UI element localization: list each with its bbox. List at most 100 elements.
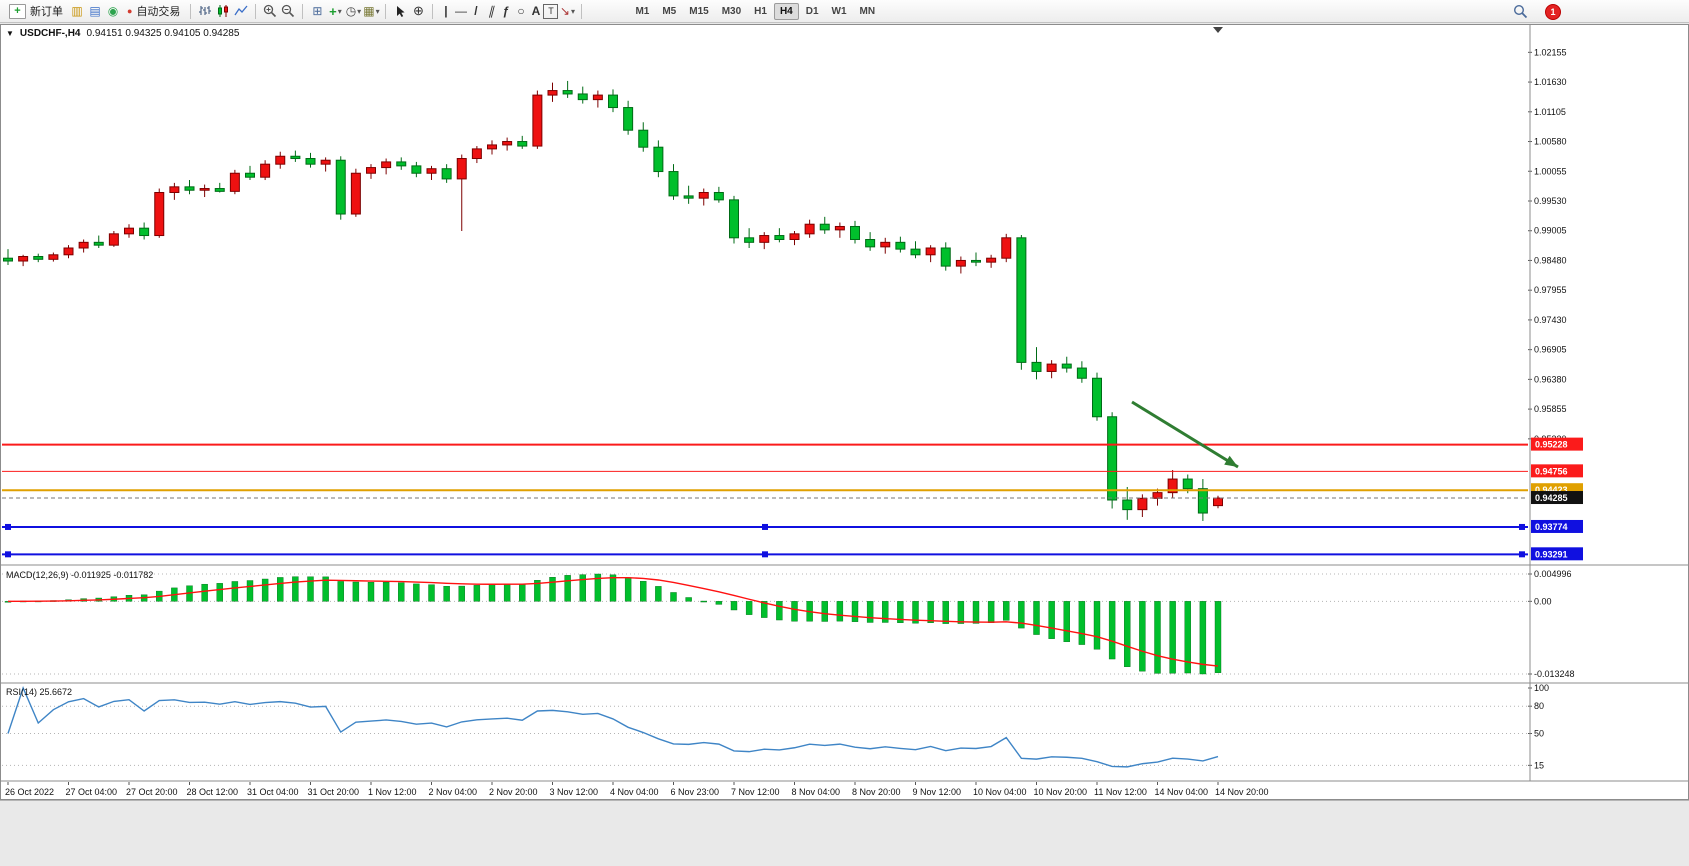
svg-text:0.96380: 0.96380 xyxy=(1534,374,1567,384)
svg-text:50: 50 xyxy=(1534,729,1544,739)
svg-text:0.99530: 0.99530 xyxy=(1534,196,1567,206)
timeframe-button-M5[interactable]: M5 xyxy=(662,5,677,17)
timeframe-button-W1[interactable]: W1 xyxy=(831,5,847,17)
price-chart-canvas[interactable]: 1.02155 1.01630 1.01105 1.00580 1.00055 0.995… xyxy=(0,24,1689,800)
vertical-line-tool-icon[interactable]: | xyxy=(444,4,448,18)
svg-text:7 Nov 12:00: 7 Nov 12:00 xyxy=(731,787,780,797)
svg-text:0.99005: 0.99005 xyxy=(1534,226,1567,236)
svg-text:0.94756: 0.94756 xyxy=(1535,466,1568,476)
candlestick-chart-icon[interactable] xyxy=(214,3,232,20)
svg-text:1.00055: 1.00055 xyxy=(1534,166,1567,176)
trend-arrow[interactable] xyxy=(1131,400,1239,469)
zoom-in-icon[interactable] xyxy=(261,3,279,20)
svg-text:6 Nov 23:00: 6 Nov 23:00 xyxy=(671,787,720,797)
fibonacci-tool-icon[interactable]: ƒ xyxy=(502,4,510,18)
svg-text:0.95228: 0.95228 xyxy=(1535,440,1568,450)
toolbar-separator xyxy=(432,3,434,19)
timeframe-button-H4[interactable]: H4 xyxy=(773,2,799,20)
timeframe-button-H1[interactable]: H1 xyxy=(754,5,767,17)
autotrading-button[interactable]: ● 自动交易 xyxy=(122,2,185,21)
text-label-tool-icon[interactable]: T xyxy=(543,3,559,19)
price-tag xyxy=(1531,547,1583,561)
notification-badge[interactable]: 1 xyxy=(1545,3,1561,20)
chevron-down-icon: ▾ xyxy=(337,6,342,16)
timeframe-button-D1[interactable]: D1 xyxy=(805,5,819,17)
search-icon[interactable] xyxy=(1511,3,1529,20)
svg-text:1.02155: 1.02155 xyxy=(1534,47,1567,57)
templates-dropdown-icon[interactable]: ▦ ▾ xyxy=(362,3,380,20)
trendline-tool-icon[interactable]: / xyxy=(474,4,478,18)
svg-text:0.93291: 0.93291 xyxy=(1535,549,1568,559)
svg-text:-0.013248: -0.013248 xyxy=(1534,669,1575,679)
svg-text:0.98480: 0.98480 xyxy=(1534,255,1567,265)
horizontal-lines-layer[interactable]: 0.95228 0.94756 0.94423 0.93774 0.93291 xyxy=(2,437,1583,561)
svg-text:1 Nov 12:00: 1 Nov 12:00 xyxy=(368,787,417,797)
plus-icon: + xyxy=(329,3,337,19)
svg-text:80: 80 xyxy=(1534,701,1544,711)
svg-text:27 Oct 04:00: 27 Oct 04:00 xyxy=(66,787,118,797)
line-handle xyxy=(1519,551,1525,558)
svg-text:27 Oct 20:00: 27 Oct 20:00 xyxy=(126,787,178,797)
svg-text:0.93774: 0.93774 xyxy=(1535,522,1568,532)
line-chart-icon[interactable] xyxy=(232,3,250,20)
price-tag xyxy=(1531,519,1583,533)
timeframe-button-M30[interactable]: M30 xyxy=(721,5,742,17)
new-chart-icon[interactable]: ▥ xyxy=(71,4,83,18)
toolbar-right-group: 1 xyxy=(1511,0,1561,23)
profiles-icon[interactable]: ▤ xyxy=(89,4,101,18)
svg-text:4 Nov 04:00: 4 Nov 04:00 xyxy=(610,787,659,797)
svg-text:0.95855: 0.95855 xyxy=(1534,404,1567,414)
svg-text:0.00: 0.00 xyxy=(1534,596,1552,606)
cursor-icon[interactable] xyxy=(391,3,409,20)
new-order-label: 新订单 xyxy=(30,6,63,18)
svg-text:3 Nov 12:00: 3 Nov 12:00 xyxy=(550,787,599,797)
svg-text:0.97955: 0.97955 xyxy=(1534,285,1567,295)
toolbar-separator xyxy=(255,3,257,19)
main-toolbar: + 新订单 ▥ ▤ ◉ ● 自动交易 ⊞ + ▾ ◷ ▾ ▦ ▾ ⊕ | — / ∥ … xyxy=(0,0,1689,23)
shift-marker-icon xyxy=(1213,27,1223,33)
arrows-tool-icon[interactable]: ↘ ▾ xyxy=(558,3,576,20)
svg-text:14 Nov 20:00: 14 Nov 20:00 xyxy=(1215,787,1269,797)
timeframe-button-M15[interactable]: M15 xyxy=(689,5,709,17)
zoom-out-icon[interactable] xyxy=(279,3,297,20)
crosshair-icon[interactable]: ⊕ xyxy=(412,3,424,18)
workspace-background xyxy=(0,800,1689,866)
svg-text:1.01105: 1.01105 xyxy=(1534,107,1566,117)
timeframe-button-M1[interactable]: M1 xyxy=(635,5,650,17)
template-icon: ▦ xyxy=(363,4,375,18)
macd-panel: 0.004996 0.00 -0.013248 xyxy=(2,569,1575,679)
svg-text:0.94285: 0.94285 xyxy=(1535,493,1568,503)
svg-text:0.96905: 0.96905 xyxy=(1534,345,1567,355)
autotrading-label: 自动交易 xyxy=(136,6,181,18)
current-price-line: 0.94285 xyxy=(2,491,1583,505)
chevron-down-icon: ▾ xyxy=(570,6,575,16)
text-tool-icon[interactable]: A xyxy=(531,4,541,18)
line-handle xyxy=(5,523,11,530)
line-handle xyxy=(762,551,768,558)
svg-text:14 Nov 04:00: 14 Nov 04:00 xyxy=(1155,787,1209,797)
svg-text:8 Nov 20:00: 8 Nov 20:00 xyxy=(852,787,901,797)
channel-tool-icon[interactable]: ∥ xyxy=(487,4,494,18)
periods-dropdown-icon[interactable]: ◷ ▾ xyxy=(344,3,362,20)
timeframe-button-MN[interactable]: MN xyxy=(859,5,876,17)
chevron-down-icon: ▾ xyxy=(375,6,380,16)
svg-text:0.94423: 0.94423 xyxy=(1535,485,1568,495)
add-indicator-icon[interactable]: + ▾ xyxy=(326,3,344,20)
svg-text:9 Nov 12:00: 9 Nov 12:00 xyxy=(913,787,962,797)
svg-text:1.01630: 1.01630 xyxy=(1534,77,1567,87)
price-tag xyxy=(1531,437,1583,451)
ellipse-tool-icon[interactable]: ○ xyxy=(517,4,525,18)
autotrading-status-icon: ● xyxy=(127,6,133,16)
tile-windows-icon[interactable]: ⊞ xyxy=(312,4,323,18)
svg-text:1.00580: 1.00580 xyxy=(1534,137,1567,147)
bars-chart-icon[interactable] xyxy=(196,3,214,20)
horizontal-line-tool-icon[interactable]: — xyxy=(454,4,467,18)
timeframe-toolbar: M1 M5 M15 M30 H1 H4 D1 W1 MN xyxy=(629,2,881,20)
market-watch-icon[interactable]: ◉ xyxy=(107,4,119,18)
svg-text:100: 100 xyxy=(1534,683,1549,693)
candles-layer xyxy=(3,80,1223,521)
svg-text:11 Nov 12:00: 11 Nov 12:00 xyxy=(1094,787,1147,797)
rsi-panel: 100 80 50 15 xyxy=(2,683,1549,770)
new-order-button[interactable]: + 新订单 xyxy=(4,2,68,21)
